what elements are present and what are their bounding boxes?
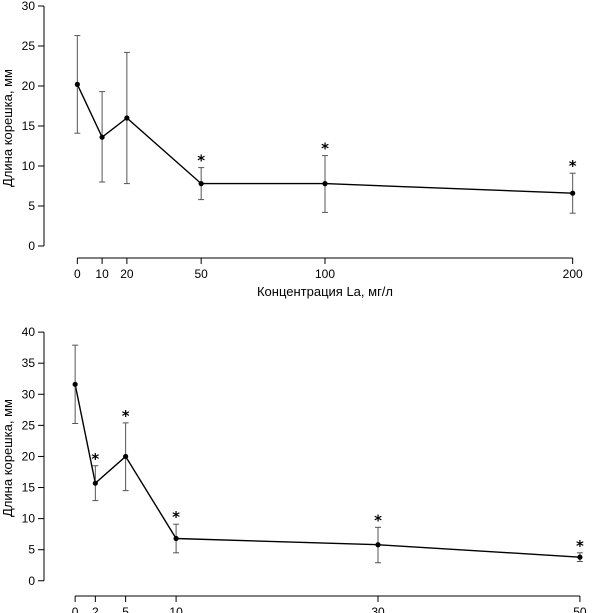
x-tick-label: 20 bbox=[120, 267, 134, 281]
y-tick-label: 5 bbox=[28, 199, 35, 213]
x-axis-title: Концентрация La, мг/л bbox=[257, 284, 393, 299]
x-tick-label: 50 bbox=[194, 267, 208, 281]
y-tick-label: 5 bbox=[28, 543, 35, 557]
x-tick-label: 200 bbox=[563, 267, 583, 281]
significance-marker: * bbox=[122, 407, 130, 425]
series-line bbox=[74, 384, 580, 558]
data-point bbox=[74, 81, 80, 87]
data-point bbox=[375, 542, 381, 548]
data-point bbox=[577, 554, 583, 560]
x-tick-label: 2 bbox=[92, 605, 99, 613]
data-point bbox=[99, 134, 105, 140]
data-point bbox=[173, 535, 179, 542]
y-tick-label: 40 bbox=[22, 325, 36, 339]
significance-marker: * bbox=[576, 537, 584, 555]
y-tick-label: 20 bbox=[22, 79, 36, 93]
x-tick-label: 30 bbox=[371, 605, 385, 613]
significance-marker: * bbox=[197, 152, 205, 170]
significance-marker: * bbox=[321, 140, 329, 158]
data-point bbox=[92, 480, 98, 486]
x-tick-label: 10 bbox=[95, 267, 109, 281]
y-tick-label: 30 bbox=[22, 387, 36, 401]
data-point bbox=[570, 190, 576, 196]
data-point bbox=[124, 115, 130, 121]
significance-marker: * bbox=[569, 157, 577, 175]
y-axis-title: Длина корешка, мм bbox=[0, 399, 15, 517]
y-tick-label: 15 bbox=[22, 119, 36, 133]
y-tick-label: 35 bbox=[22, 356, 36, 370]
significance-marker: * bbox=[374, 511, 382, 529]
data-point bbox=[322, 181, 328, 187]
data-point bbox=[72, 381, 78, 387]
y-axis-title: Длина корешка, мм bbox=[0, 69, 15, 187]
y-tick-label: 0 bbox=[28, 574, 35, 588]
series-line bbox=[76, 84, 573, 194]
chart-panel-1: 0 5 10 15 20 25 30 0 10 20 50 100 200 Концентрация La… bbox=[0, 0, 583, 299]
significance-marker: * bbox=[91, 450, 99, 468]
y-tick-label: 20 bbox=[22, 449, 36, 463]
x-tick-label: 50 bbox=[573, 605, 587, 613]
y-tick-label: 15 bbox=[22, 481, 36, 495]
x-tick-label: 100 bbox=[315, 267, 335, 281]
y-tick-label: 25 bbox=[22, 418, 36, 432]
y-tick-label: 10 bbox=[22, 512, 36, 526]
x-tick-label: 0 bbox=[74, 267, 81, 281]
x-tick-label: 10 bbox=[169, 605, 183, 613]
y-tick-label: 30 bbox=[22, 0, 36, 13]
significance-marker: * bbox=[172, 508, 180, 526]
data-point bbox=[123, 453, 129, 460]
y-tick-label: 10 bbox=[22, 159, 36, 173]
data-point bbox=[198, 181, 204, 187]
x-tick-label: 5 bbox=[122, 605, 129, 613]
y-tick-label: 0 bbox=[28, 239, 35, 253]
y-tick-label: 25 bbox=[22, 39, 36, 53]
x-tick-label: 0 bbox=[72, 605, 79, 613]
